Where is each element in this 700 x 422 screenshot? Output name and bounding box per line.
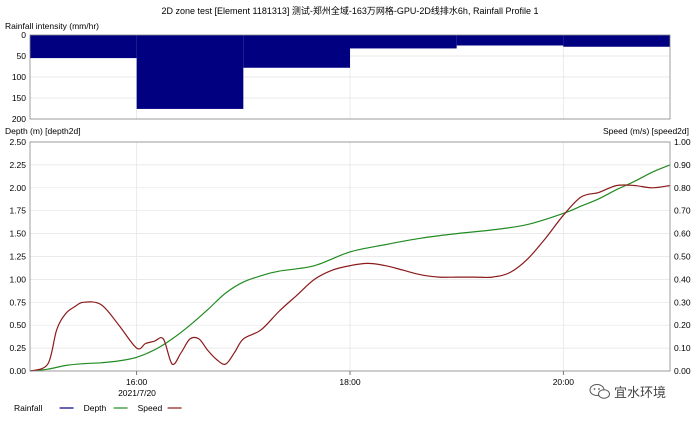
rainfall-ylabel: Rainfall intensity (mm/hr) bbox=[5, 21, 99, 31]
legend-label-rainfall: Rainfall bbox=[14, 403, 42, 413]
depth-ylabel: Depth (m) [depth2d] bbox=[5, 126, 81, 136]
speed-tick-label: 0.20 bbox=[674, 320, 691, 330]
speed-tick-label: 0.80 bbox=[674, 183, 691, 193]
depth-tick-label: 2.25 bbox=[9, 160, 26, 170]
watermark: 宜水环境 bbox=[589, 384, 666, 400]
speed-tick-label: 0.00 bbox=[674, 366, 691, 376]
depth-tick-label: 2.00 bbox=[9, 183, 26, 193]
depth-tick-label: 0.25 bbox=[9, 343, 26, 353]
speed-tick-label: 1.00 bbox=[674, 137, 691, 147]
rainfall-tick-label: 100 bbox=[12, 72, 26, 82]
depth-tick-label: 1.50 bbox=[9, 229, 26, 239]
wechat-icon bbox=[589, 384, 610, 399]
depth-speed-panel: Depth (m) [depth2d] Speed (m/s) [speed2d… bbox=[5, 126, 691, 398]
speed-series-line bbox=[29, 184, 671, 372]
x-tick-label: 16:00 bbox=[126, 377, 148, 387]
depth-tick-label: 2.50 bbox=[9, 137, 26, 147]
x-tick-label: 18:00 bbox=[339, 377, 361, 387]
rainfall-panel: Rainfall intensity (mm/hr) 0 50 100 150 200 bbox=[5, 21, 671, 124]
legend-label-speed: Speed bbox=[138, 403, 163, 413]
watermark-text: 宜水环境 bbox=[614, 385, 666, 400]
x-tick-label: 20:00 bbox=[553, 377, 575, 387]
depth-tick-label: 1.75 bbox=[9, 206, 26, 216]
depth-series-line bbox=[29, 164, 671, 372]
speed-tick-label: 0.40 bbox=[674, 274, 691, 284]
depth-tick-label: 1.00 bbox=[9, 274, 26, 284]
rainfall-bar bbox=[30, 35, 137, 59]
depth-tick-label: 1.25 bbox=[9, 252, 26, 262]
rainfall-tick-label: 0 bbox=[21, 30, 26, 40]
rainfall-bar bbox=[350, 35, 457, 49]
legend-label-depth: Depth bbox=[84, 403, 107, 413]
rainfall-bar bbox=[136, 35, 244, 109]
depth-tick-label: 0.00 bbox=[9, 366, 26, 376]
depth-tick-label: 0.75 bbox=[9, 297, 26, 307]
speed-tick-label: 0.60 bbox=[674, 229, 691, 239]
rainfall-bar bbox=[456, 35, 564, 46]
rainfall-tick-label: 200 bbox=[12, 114, 26, 124]
speed-tick-label: 0.90 bbox=[674, 160, 691, 170]
speed-tick-label: 0.70 bbox=[674, 206, 691, 216]
rainfall-tick-label: 150 bbox=[12, 93, 26, 103]
chart-title: 2D zone test [Element 1181313] 测试-郑州全域-1… bbox=[162, 5, 539, 16]
date-label: 2021/7/20 bbox=[118, 388, 156, 398]
speed-tick-label: 0.10 bbox=[674, 343, 691, 353]
rainfall-plot-frame bbox=[29, 34, 671, 120]
rainfall-bar bbox=[243, 35, 350, 68]
speed-tick-label: 0.50 bbox=[674, 252, 691, 262]
speed-tick-label: 0.30 bbox=[674, 297, 691, 307]
main-plot-frame bbox=[29, 141, 671, 372]
depth-tick-label: 0.50 bbox=[9, 320, 26, 330]
rainfall-tick-label: 50 bbox=[17, 51, 27, 61]
rainfall-bar bbox=[563, 35, 670, 47]
speed-ylabel: Speed (m/s) [speed2d] bbox=[603, 126, 689, 136]
legend: Rainfall Depth Speed bbox=[14, 403, 182, 413]
